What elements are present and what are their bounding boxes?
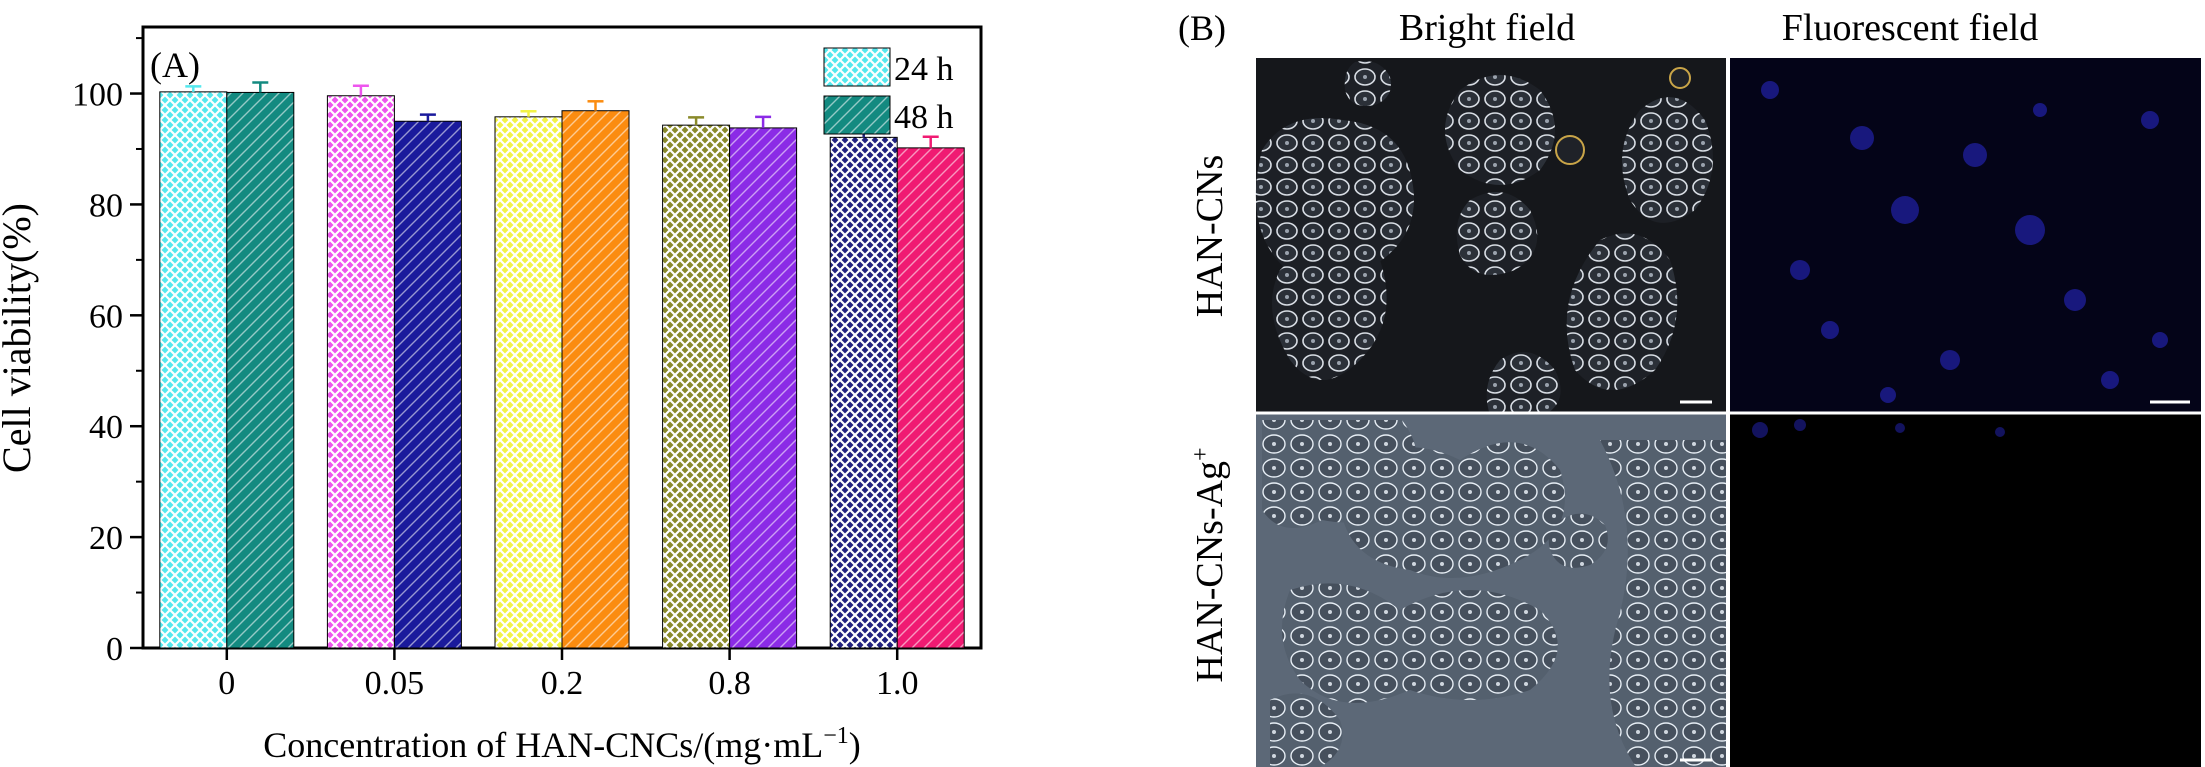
col-header-fluorescent-field: Fluorescent field bbox=[1782, 7, 2038, 49]
image-bright-field-han-cns bbox=[1255, 58, 1726, 415]
bar-pattern-48h-0.05 bbox=[393, 120, 462, 649]
panel-b-label: (B) bbox=[1178, 8, 1226, 48]
x-axis-title-main: Concentration of HAN-CNCs/(mg·mL bbox=[263, 725, 823, 765]
bar-pattern-24h-0.2 bbox=[494, 116, 563, 649]
bar-pattern-24h-0 bbox=[159, 91, 228, 649]
y-tick-label-20: 20 bbox=[89, 520, 123, 557]
y-tick-label-80: 80 bbox=[89, 187, 123, 224]
x-axis-title-end: ) bbox=[849, 725, 861, 765]
image-bright-field-han-cns-ag bbox=[1256, 414, 1726, 767]
bar-pattern-48h-0.2 bbox=[561, 110, 630, 649]
bar-pattern-24h-1.0 bbox=[829, 136, 898, 649]
panel-a-label: (A) bbox=[150, 45, 200, 85]
error-bars-group bbox=[185, 81, 939, 148]
x-axis-title-superscript: −1 bbox=[823, 723, 849, 749]
x-tick-label-1.0: 1.0 bbox=[876, 665, 919, 702]
x-axis: 0 0.05 0.2 0.8 1.0 bbox=[218, 648, 918, 702]
x-tick-label-0.2: 0.2 bbox=[541, 665, 584, 702]
bar-pattern-48h-0.8 bbox=[729, 127, 798, 649]
bar-pattern-48h-1.0 bbox=[896, 147, 965, 649]
legend-label-24h: 24 h bbox=[894, 51, 954, 88]
row-label-han-cns-ag-text: HAN-CNs-Ag bbox=[1189, 461, 1231, 683]
legend-swatch-48h-pattern bbox=[823, 95, 891, 135]
bar-pattern-24h-0.8 bbox=[662, 124, 731, 649]
bar-pattern-48h-0 bbox=[226, 91, 295, 649]
x-tick-label-0.05: 0.05 bbox=[365, 665, 425, 702]
image-fluorescent-field-han-cns-ag bbox=[1730, 414, 2201, 767]
y-tick-label-40: 40 bbox=[89, 409, 123, 446]
y-axis: 0 20 40 60 80 100 bbox=[72, 37, 143, 668]
image-fluorescent-field-han-cns bbox=[1730, 58, 2201, 412]
bar-pattern-24h-0.05 bbox=[326, 95, 395, 649]
col-header-bright-field: Bright field bbox=[1399, 7, 1575, 49]
x-axis-title: Concentration of HAN-CNCs/(mg·mL−1) bbox=[263, 723, 860, 765]
legend-label-48h: 48 h bbox=[894, 99, 954, 136]
legend: 24 h 48 h bbox=[823, 47, 954, 136]
row-label-han-cns: HAN-CNs bbox=[1189, 155, 1231, 318]
bars-group bbox=[159, 91, 965, 649]
y-axis-title: Cell viability(%) bbox=[0, 203, 39, 473]
y-tick-label-100: 100 bbox=[72, 77, 123, 114]
row-label-han-cns-ag: HAN-CNs-Ag+ bbox=[1188, 447, 1231, 682]
row-label-superscript: + bbox=[1188, 447, 1214, 461]
y-tick-label-0: 0 bbox=[106, 631, 123, 668]
legend-swatch-24h-pattern bbox=[823, 47, 891, 87]
x-tick-label-0.8: 0.8 bbox=[708, 665, 751, 702]
x-tick-label-0: 0 bbox=[218, 665, 235, 702]
y-tick-label-60: 60 bbox=[89, 298, 123, 335]
